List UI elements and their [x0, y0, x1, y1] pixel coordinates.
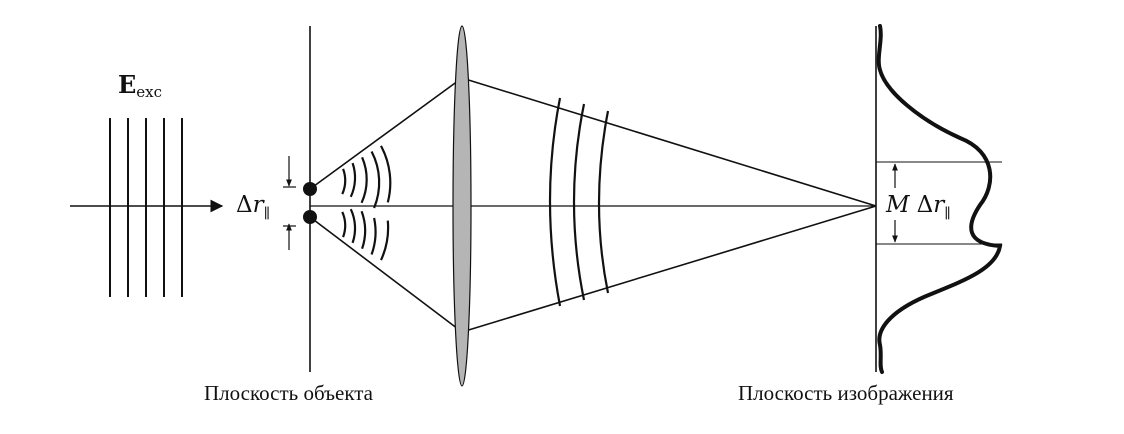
wavelet-arc — [360, 156, 368, 204]
wavelet-arc — [349, 162, 357, 198]
wavelet-arc — [370, 150, 381, 209]
ray-image-upper — [461, 77, 877, 207]
plane-wavefronts — [109, 118, 183, 297]
spherical-wavelets-lower — [341, 208, 390, 261]
wavelet-arc — [379, 220, 390, 261]
image-plane-caption: Плоскость изображения — [738, 381, 954, 405]
converging-wavefront — [597, 110, 610, 294]
delta-r-label: Δr∥ — [236, 192, 270, 222]
emitter-dot-upper — [303, 182, 317, 196]
wavelet-arc — [341, 168, 347, 195]
spherical-wavelets-upper — [341, 145, 392, 209]
converging-wavefront — [572, 103, 586, 301]
magnified-separation-label: M Δr∥ — [885, 192, 951, 222]
wavelet-arc — [360, 210, 367, 250]
marginal-rays — [309, 77, 877, 333]
intensity-profile-curve — [876, 24, 1003, 374]
excitation-field-label: Eexc — [118, 70, 162, 101]
wavelet-arc — [370, 217, 377, 255]
ray-image-lower — [461, 205, 877, 333]
lens — [452, 25, 472, 387]
emitter-dot-lower — [303, 210, 317, 224]
wavelet-arc — [380, 145, 392, 203]
wavelet-arc — [341, 211, 347, 238]
ray-object-upper — [309, 77, 463, 190]
wavelet-arc — [349, 208, 357, 244]
converging-wavefront — [548, 97, 562, 307]
object-plane-caption: Плоскость объекта — [204, 381, 374, 405]
ray-object-lower — [309, 216, 463, 333]
converging-wavefronts — [548, 97, 610, 307]
